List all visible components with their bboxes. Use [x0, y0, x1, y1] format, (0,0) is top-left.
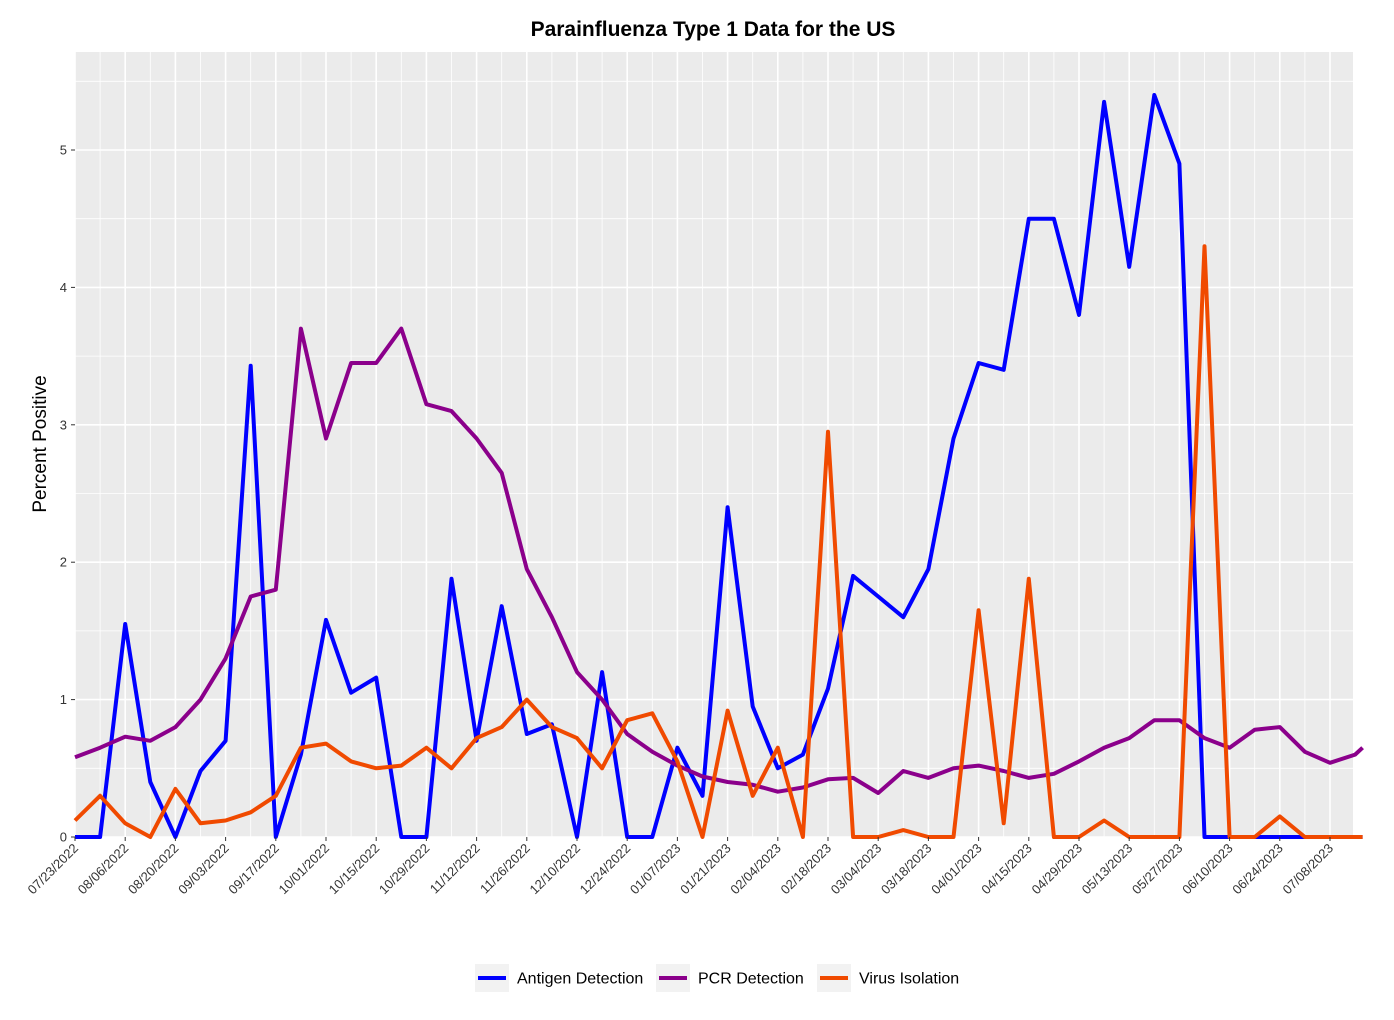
- series-layer: [73, 93, 1364, 839]
- legend-item-2: PCR Detection: [656, 964, 804, 992]
- legend-label: Antigen Detection: [517, 971, 643, 988]
- legend-label: Virus Isolation: [859, 971, 959, 988]
- series-line-2: [74, 326, 1364, 795]
- series-line-1: [75, 93, 1363, 839]
- series-line-3: [73, 244, 1363, 839]
- y-tick-label: 4: [60, 280, 67, 295]
- y-tick-label: 3: [60, 417, 67, 432]
- y-tick-label: 5: [60, 143, 67, 158]
- y-axis-label: Percent Positive: [30, 375, 51, 512]
- y-tick-label: 2: [60, 555, 67, 570]
- chart-title: Parainfluenza Type 1 Data for the US: [531, 18, 896, 41]
- y-axis: 0 1 2 3 4 5: [60, 143, 75, 845]
- y-tick-label: 0: [60, 830, 67, 845]
- legend-item-3: Virus Isolation: [817, 964, 959, 992]
- y-tick-label: 1: [60, 692, 67, 707]
- grid-minor: [75, 52, 1353, 837]
- legend: Antigen Detection PCR Detection Virus Isol…: [475, 964, 959, 992]
- legend-item-1: Antigen Detection: [475, 964, 643, 992]
- legend-label: PCR Detection: [698, 971, 804, 988]
